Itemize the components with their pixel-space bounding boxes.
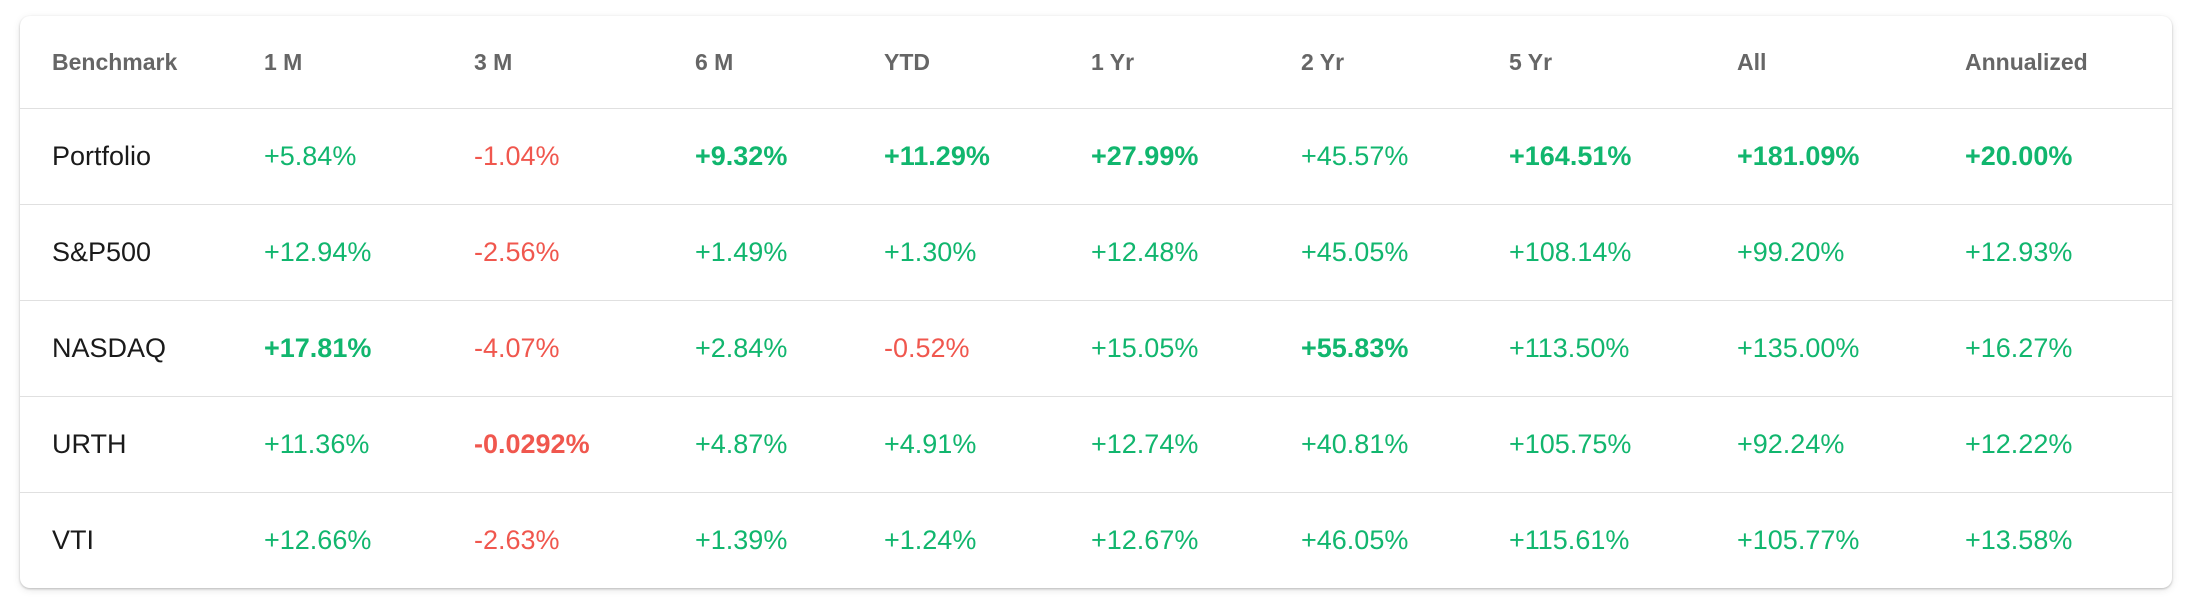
- return-cell: -0.0292%: [442, 396, 663, 493]
- return-cell: +1.39%: [695, 525, 788, 555]
- return-cell: +5.84%: [232, 108, 442, 205]
- return-cell: +135.00%: [1705, 300, 1933, 397]
- return-cell: +4.87%: [663, 396, 852, 493]
- return-cell: +12.22%: [1933, 396, 2172, 493]
- table-row: S&P500 +12.94% -2.56% +1.49% +1.30% +12.48% +4…: [20, 204, 2172, 301]
- table-row: URTH +11.36% -0.0292% +4.87% +4.91% +12.74% +4…: [20, 396, 2172, 493]
- column-header-ytd[interactable]: YTD: [852, 16, 1059, 109]
- table-row: VTI +12.66% -2.63% +1.39% +1.24% +12.67% +46.0…: [20, 493, 2172, 589]
- return-cell: +164.51%: [1477, 108, 1705, 205]
- table-header-row: Benchmark 1 M 3 M 6 M YTD 1 Yr 2 Yr 5 Yr…: [20, 16, 2172, 109]
- benchmark-name-cell: NASDAQ: [20, 300, 232, 397]
- return-cell: +45.57%: [1269, 108, 1477, 205]
- return-cell: +2.84%: [663, 300, 852, 397]
- return-cell: +105.77%: [1737, 525, 1860, 555]
- return-cell: +12.74%: [1059, 396, 1269, 493]
- return-cell: +46.05%: [1301, 525, 1409, 555]
- benchmark-name-cell: URTH: [20, 396, 232, 493]
- return-cell: +12.94%: [232, 204, 442, 301]
- return-cell: +9.32%: [663, 108, 852, 205]
- benchmark-name-cell: Portfolio: [20, 108, 232, 205]
- benchmark-table-card: Benchmark 1 M 3 M 6 M YTD 1 Yr 2 Yr 5 Yr…: [20, 16, 2172, 588]
- return-cell: +4.91%: [852, 396, 1059, 493]
- return-cell: +181.09%: [1705, 108, 1933, 205]
- return-cell: +12.93%: [1933, 204, 2172, 301]
- return-cell: +92.24%: [1705, 396, 1933, 493]
- return-cell: +12.66%: [264, 525, 372, 555]
- column-header-1m[interactable]: 1 M: [232, 16, 442, 109]
- column-header-6m[interactable]: 6 M: [663, 16, 852, 109]
- return-cell: +40.81%: [1269, 396, 1477, 493]
- return-cell: -2.63%: [474, 525, 560, 555]
- return-cell: +1.49%: [663, 204, 852, 301]
- return-cell: +45.05%: [1269, 204, 1477, 301]
- table-row: Portfolio +5.84% -1.04% +9.32% +11.29% +27.99…: [20, 108, 2172, 205]
- return-cell: +12.48%: [1059, 204, 1269, 301]
- return-cell: -0.52%: [852, 300, 1059, 397]
- return-cell: +1.24%: [884, 525, 977, 555]
- benchmark-name-cell: S&P500: [20, 204, 232, 301]
- return-cell: +105.75%: [1477, 396, 1705, 493]
- return-cell: +1.30%: [852, 204, 1059, 301]
- table-row: NASDAQ +17.81% -4.07% +2.84% -0.52% +15.05% +5…: [20, 300, 2172, 397]
- column-header-2yr[interactable]: 2 Yr: [1269, 16, 1477, 109]
- column-header-benchmark[interactable]: Benchmark: [20, 16, 232, 109]
- column-header-5yr[interactable]: 5 Yr: [1477, 16, 1705, 109]
- return-cell: +12.67%: [1091, 525, 1199, 555]
- table-body: Portfolio +5.84% -1.04% +9.32% +11.29% +27.99…: [20, 108, 2172, 589]
- return-cell: +15.05%: [1059, 300, 1269, 397]
- column-header-all[interactable]: All: [1705, 16, 1933, 109]
- return-cell: +55.83%: [1269, 300, 1477, 397]
- return-cell: +13.58%: [1965, 525, 2073, 555]
- return-cell: +16.27%: [1933, 300, 2172, 397]
- return-cell: +27.99%: [1059, 108, 1269, 205]
- column-header-1yr[interactable]: 1 Yr: [1059, 16, 1269, 109]
- benchmark-table: Benchmark 1 M 3 M 6 M YTD 1 Yr 2 Yr 5 Yr…: [20, 16, 2172, 588]
- return-cell: -4.07%: [442, 300, 663, 397]
- return-cell: -2.56%: [442, 204, 663, 301]
- return-cell: -1.04%: [442, 108, 663, 205]
- return-cell: +17.81%: [232, 300, 442, 397]
- return-cell: +99.20%: [1705, 204, 1933, 301]
- return-cell: +20.00%: [1933, 108, 2172, 205]
- return-cell: +11.29%: [852, 108, 1059, 205]
- return-cell: +11.36%: [232, 396, 442, 493]
- return-cell: +113.50%: [1477, 300, 1705, 397]
- column-header-annualized[interactable]: Annualized: [1933, 16, 2172, 109]
- benchmark-name-cell: VTI: [52, 525, 95, 555]
- return-cell: +108.14%: [1477, 204, 1705, 301]
- return-cell: +115.61%: [1509, 525, 1630, 555]
- column-header-3m[interactable]: 3 M: [442, 16, 663, 109]
